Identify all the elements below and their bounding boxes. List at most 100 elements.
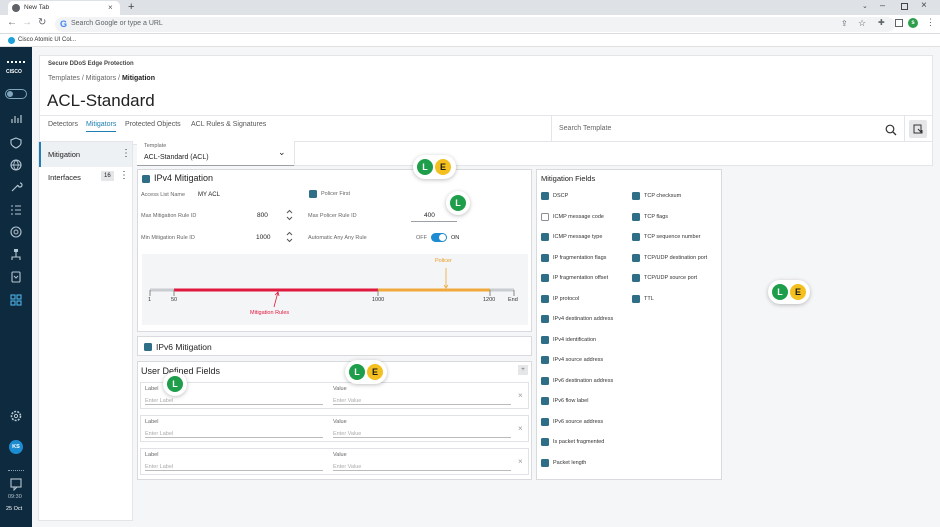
ipv6-checkbox[interactable] xyxy=(144,343,152,351)
ipv4-checkbox[interactable] xyxy=(142,175,150,183)
window-close-icon[interactable]: × xyxy=(921,0,927,11)
tab-detectors[interactable]: Detectors xyxy=(48,121,78,128)
udf-value-input[interactable]: Enter Value xyxy=(333,431,511,438)
udf-label-input[interactable]: Enter Label xyxy=(145,398,323,405)
presence-avatar-l[interactable]: L xyxy=(167,376,183,392)
window-maximize-icon[interactable] xyxy=(901,3,908,10)
device-icon[interactable] xyxy=(9,270,23,284)
bookmark-star-icon[interactable]: ☆ xyxy=(858,18,867,28)
max-rule-input[interactable]: 800 xyxy=(257,212,268,219)
field-checkbox[interactable] xyxy=(541,417,549,426)
auto-any-toggle[interactable] xyxy=(431,233,447,242)
breadcrumb-templates[interactable]: Templates xyxy=(48,75,80,82)
extensions-icon[interactable]: ✚ xyxy=(878,18,885,27)
profile-avatar[interactable]: s xyxy=(908,18,918,28)
field-checkbox[interactable] xyxy=(541,253,549,262)
min-rule-input[interactable]: 1000 xyxy=(256,234,271,241)
browser-menu-icon[interactable]: ⋮ xyxy=(926,17,935,27)
udf-label-input[interactable]: Enter Label xyxy=(145,464,323,471)
field-checkbox[interactable] xyxy=(632,233,640,241)
udf-add-button[interactable]: + xyxy=(518,365,528,375)
presence-avatar-e[interactable]: E xyxy=(367,364,383,380)
window-chevron-icon[interactable]: ⌄ xyxy=(862,3,868,10)
network-icon[interactable] xyxy=(9,225,23,239)
omnibox[interactable]: G Search Google or type a URL ⇪ ☆ xyxy=(55,17,895,32)
list-icon[interactable] xyxy=(9,203,23,217)
field-checkbox[interactable] xyxy=(632,274,640,282)
policer-first-checkbox[interactable] xyxy=(309,190,317,198)
field-checkbox[interactable] xyxy=(541,458,549,467)
search-icon[interactable] xyxy=(885,124,897,136)
kebab-menu-icon[interactable]: ⋮ xyxy=(119,170,129,181)
udf-value-input[interactable]: Enter Value xyxy=(333,398,511,405)
window-minimize-icon[interactable]: – xyxy=(880,0,886,10)
wrench-icon[interactable] xyxy=(9,180,23,194)
field-checkbox[interactable] xyxy=(541,233,549,241)
tick-1000: 1000 xyxy=(372,297,385,303)
browser-tab[interactable]: New Tab × xyxy=(8,1,120,15)
presence-avatar-l[interactable]: L xyxy=(349,364,365,380)
field-checkbox[interactable] xyxy=(541,438,549,446)
kebab-menu-icon[interactable]: ⋮ xyxy=(121,148,131,159)
presence-avatar-e[interactable]: E xyxy=(435,159,451,175)
field-option: TCP flags xyxy=(631,212,721,225)
tab-protected-objects[interactable]: Protected Objects xyxy=(125,121,181,128)
field-checkbox[interactable] xyxy=(541,356,549,364)
dashboard-chart-icon[interactable] xyxy=(9,112,23,126)
tick-end: End xyxy=(508,297,518,303)
shield-icon[interactable] xyxy=(9,136,23,150)
udf-label-title: Label xyxy=(145,452,159,458)
udf-label-input[interactable]: Enter Label xyxy=(145,431,323,438)
udf-label-title: Label xyxy=(145,386,159,392)
field-checkbox[interactable] xyxy=(541,315,549,323)
remove-row-icon[interactable]: × xyxy=(518,391,523,400)
export-button[interactable] xyxy=(909,120,927,138)
templates-grid-icon[interactable] xyxy=(9,293,23,307)
field-checkbox[interactable] xyxy=(541,212,549,221)
presence-avatar-l[interactable]: L xyxy=(450,195,466,211)
field-checkbox[interactable] xyxy=(541,397,549,405)
template-select[interactable]: Template ACL-Standard (ACL) ⌄ xyxy=(137,141,294,166)
tab-close-icon[interactable]: × xyxy=(108,3,113,12)
presence-avatar-l[interactable]: L xyxy=(772,284,788,300)
remove-row-icon[interactable]: × xyxy=(518,457,523,466)
breadcrumb-mitigators[interactable]: Mitigators xyxy=(85,75,117,82)
user-avatar[interactable]: KS xyxy=(9,440,23,454)
share-icon[interactable]: ⇪ xyxy=(841,19,848,28)
field-checkbox[interactable] xyxy=(541,335,549,344)
template-search-input[interactable]: Search Template xyxy=(551,115,905,145)
max-policer-input[interactable]: 400 xyxy=(424,212,435,219)
reload-icon[interactable]: ↻ xyxy=(38,17,47,28)
new-tab-button[interactable]: + xyxy=(128,1,135,13)
back-icon[interactable]: ← xyxy=(7,17,17,28)
tab-acl-rules[interactable]: ACL Rules & Signatures xyxy=(191,121,267,128)
field-checkbox[interactable] xyxy=(632,192,640,200)
field-checkbox[interactable] xyxy=(541,376,549,385)
field-option: Is packet fragmented xyxy=(540,438,630,450)
field-checkbox[interactable] xyxy=(541,274,549,282)
min-rule-stepper-icon[interactable] xyxy=(286,231,293,243)
field-checkbox[interactable] xyxy=(541,192,549,200)
side-panel-icon[interactable] xyxy=(895,19,903,27)
sidebar-item-interfaces[interactable]: Interfaces 16 ⋮ xyxy=(39,167,132,189)
settings-gear-icon[interactable] xyxy=(9,409,23,423)
nav-toggle-switch[interactable] xyxy=(5,89,27,99)
field-label: IP fragmentation offset xyxy=(553,275,609,281)
globe-icon[interactable] xyxy=(9,158,23,172)
udf-value-input[interactable]: Enter Value xyxy=(333,464,511,471)
field-checkbox[interactable] xyxy=(632,294,640,303)
field-checkbox[interactable] xyxy=(632,212,640,221)
feedback-icon[interactable] xyxy=(9,477,23,491)
topology-icon[interactable] xyxy=(9,248,23,262)
presence-avatar-e[interactable]: E xyxy=(790,284,806,300)
sidebar-item-mitigation[interactable]: Mitigation ⋮ xyxy=(39,142,132,167)
remove-row-icon[interactable]: × xyxy=(518,424,523,433)
field-checkbox[interactable] xyxy=(632,253,640,262)
forward-icon[interactable]: → xyxy=(22,17,32,28)
tab-mitigators[interactable]: Mitigators xyxy=(86,121,117,132)
access-list-input[interactable]: MY ACL xyxy=(198,192,220,198)
max-rule-stepper-icon[interactable] xyxy=(286,209,293,221)
bookmark-item[interactable]: Cisco Atomic UI Col... xyxy=(18,37,77,43)
field-checkbox[interactable] xyxy=(541,294,549,303)
presence-avatar-l[interactable]: L xyxy=(417,159,433,175)
